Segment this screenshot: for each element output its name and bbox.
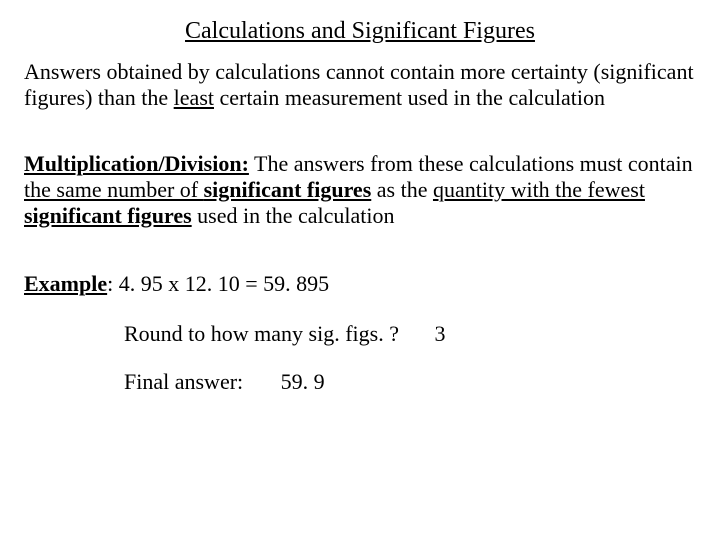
rule-heading: Multiplication/Division: bbox=[24, 151, 249, 176]
rule-paragraph: Multiplication/Division: The answers fro… bbox=[24, 151, 696, 229]
rule-ub1: significant figures bbox=[204, 177, 372, 202]
rule-u2: quantity with the fewest bbox=[433, 177, 645, 202]
slide-title: Calculations and Significant Figures bbox=[24, 18, 696, 45]
round-answer: 3 bbox=[435, 321, 446, 347]
rule-t1: The answers from these calculations must… bbox=[249, 151, 693, 176]
slide-page: Calculations and Significant Figures Ans… bbox=[0, 0, 720, 435]
final-row: Final answer: 59. 9 bbox=[124, 369, 696, 395]
example-label: Example bbox=[24, 271, 107, 296]
rule-u1: the same number of bbox=[24, 177, 204, 202]
round-row: Round to how many sig. figs. ? 3 bbox=[124, 321, 696, 347]
rule-t2: as the bbox=[371, 177, 433, 202]
example-expression: : 4. 95 x 12. 10 = 59. 895 bbox=[107, 271, 329, 296]
example-line: Example: 4. 95 x 12. 10 = 59. 895 bbox=[24, 271, 696, 297]
rule-t3: used in the calculation bbox=[192, 203, 395, 228]
intro-least: least bbox=[174, 85, 214, 110]
intro-paragraph: Answers obtained by calculations cannot … bbox=[24, 59, 696, 111]
round-question: Round to how many sig. figs. ? bbox=[124, 321, 399, 346]
final-value: 59. 9 bbox=[281, 369, 325, 395]
intro-post: certain measurement used in the calculat… bbox=[214, 85, 605, 110]
rule-ub2: significant figures bbox=[24, 203, 192, 228]
final-label: Final answer: bbox=[124, 369, 243, 394]
